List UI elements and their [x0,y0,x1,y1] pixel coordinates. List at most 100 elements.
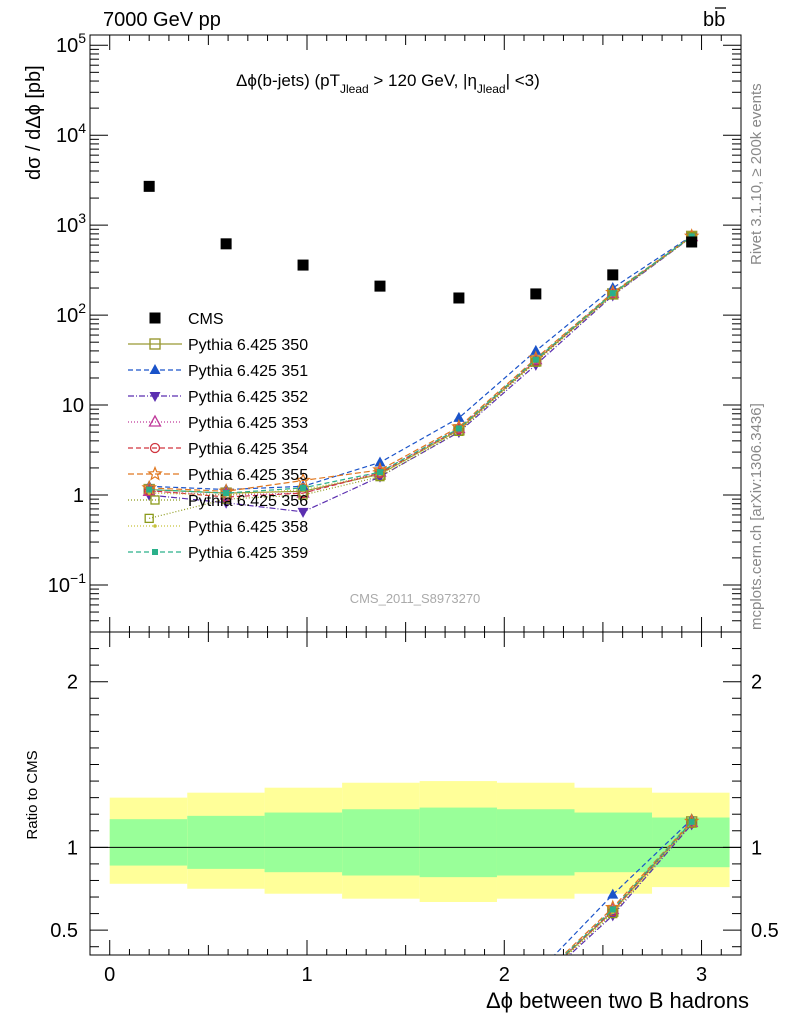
band-inner-bin [419,807,497,878]
ratio-y-tick-label-right: 0.5 [751,920,779,942]
ratio-y-tick-label: 2 [67,672,78,694]
svg-text:bb: bb [703,9,725,31]
ratio-line [568,824,693,955]
cms-point [374,280,386,292]
y-tick-base: 10 [56,305,78,327]
legend-marker [152,549,158,555]
legend-entry: Pythia 6.425 351 [128,363,308,380]
ratio-y-tick-label: 0.5 [50,920,78,942]
y-tick-base: 10 [56,35,78,57]
legend-label: Pythia 6.425 355 [188,467,308,484]
y-tick-label: 105 [56,30,86,57]
main-frame [89,34,742,633]
watermark: CMS_2011_S8973270 [350,591,481,606]
ratio-line [566,822,693,955]
legend-entry: Pythia 6.425 352 [128,389,308,406]
legend-entry: Pythia 6.425 355 [128,465,308,484]
legend-label: Pythia 6.425 354 [188,441,308,458]
y-tick-label: 10−1 [48,570,86,597]
y-tick-base: 10 [56,125,78,147]
data-point [297,507,309,518]
legend-marker [149,442,161,454]
legend-entry: Pythia 6.425 350 [128,337,308,354]
ratio-y-tick-label-right: 1 [751,837,762,859]
header-process-label: bb [703,7,726,31]
ratio-point [607,888,619,899]
data-point [453,411,465,422]
y-tick-exp: −1 [70,570,86,586]
legend-marker [149,338,161,350]
band-inner-bin [574,812,653,873]
legend-entry: Pythia 6.425 353 [128,414,308,432]
data-point [295,472,311,488]
legend-marker [149,392,161,402]
series-line [149,236,693,513]
data-point [455,425,462,432]
main-plot-marks [141,180,700,524]
y-tick-exp: 3 [78,210,86,226]
ratio-y-tick-label-right: 2 [751,672,762,694]
cms-point [607,269,619,281]
y-tick-exp: 5 [78,30,86,46]
cms-point [453,292,465,304]
data-point [144,485,155,496]
series-ratio-8 [563,818,695,955]
data-point [609,290,616,297]
data-point [146,486,153,493]
legend-label: Pythia 6.425 359 [188,545,308,562]
data-point [374,456,386,467]
legend-marker [147,465,163,481]
legend-marker [153,524,157,528]
data-point [688,233,695,240]
cms-point [143,180,155,192]
y-tick-label: 103 [56,210,86,237]
ratio-axis: 0 1 2 3 0.5 0.5 1 1 2 2 [50,631,779,986]
series-line [149,235,693,494]
ratio-plot-marks [90,781,741,955]
rivet-label: Rivet 3.1.10, ≥ 200k events [748,83,765,265]
ratio-line [562,820,693,955]
data-point [530,344,542,355]
y-tick-label: 104 [56,120,86,147]
x-tick-label: 3 [696,964,707,986]
legend-entry-cms: CMS [149,311,224,328]
legend-marker [150,495,160,505]
y-tick-base: 10 [56,215,78,237]
cms-point [686,236,698,248]
legend-label: Pythia 6.425 351 [188,363,308,380]
x-tick-label: 0 [104,964,115,986]
y-tick-exp: 2 [78,300,86,316]
data-point [532,356,539,363]
x-tick-label: 1 [301,964,312,986]
ratio-line [565,822,693,955]
band-inner-bin [109,819,188,866]
legend-label: Pythia 6.425 352 [188,389,308,406]
ratio-point [609,906,616,913]
ratio-panel: 0 1 2 3 0.5 0.5 1 1 2 2 Ratio to CMS [24,631,779,986]
series-main-8 [146,233,695,497]
band-inner-bin [496,809,575,876]
ratio-line [565,821,693,955]
data-point [143,491,155,502]
cms-point [530,288,542,300]
legend-label: Pythia 6.425 350 [188,337,308,354]
y-tick-base: 10 [48,575,70,597]
legend-entry: Pythia 6.425 354 [128,441,308,458]
band-inner-bin [187,815,265,869]
data-point [376,469,383,476]
chart-title: Δϕ(b-jets) (pTJlead > 120 GeV, |ηJlead| … [236,71,540,96]
legend-entry: Pythia 6.425 356 [128,493,308,510]
ratio-frame [89,631,742,956]
legend-label: Pythia 6.425 353 [188,415,308,432]
header-process-bbar: b [714,9,725,31]
legend-entry: Pythia 6.425 358 [128,519,308,536]
series-line [149,236,693,498]
band-inner-bin [264,812,343,873]
y-tick-label: 102 [56,300,86,327]
ratio-point [688,818,695,825]
mcplots-label: mcplots.cern.ch [arXiv:1306.3436] [748,403,765,630]
y-tick-label: 1 [73,485,84,507]
